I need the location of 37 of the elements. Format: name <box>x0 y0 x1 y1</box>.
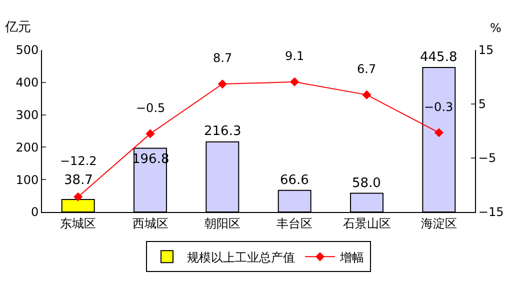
data-label: 38.7 <box>64 173 93 188</box>
x-tick-label: 海淀区 <box>420 216 457 230</box>
y-tick-label: 500 <box>16 43 39 58</box>
x-tick-label: 朝阳区 <box>204 216 240 230</box>
data-label: 445.8 <box>420 50 458 65</box>
data-label: 9.1 <box>285 49 304 63</box>
data-label: −0.5 <box>136 101 166 115</box>
y-tick-label: 300 <box>16 108 39 122</box>
y-tick-label: 0 <box>30 205 39 220</box>
point <box>362 90 372 100</box>
x-tick-label: 东城区 <box>60 216 96 230</box>
y-axis-title: 亿元 <box>4 20 31 35</box>
point <box>434 128 444 138</box>
y2-tick-label: 15 <box>478 43 494 58</box>
legend-label: 增幅 <box>339 250 364 264</box>
legend-label: 规模以上工业总产值 <box>187 250 295 264</box>
data-label: 216.3 <box>204 124 242 139</box>
y-tick-label: 400 <box>16 76 39 90</box>
x-tick-label: 丰台区 <box>276 216 313 230</box>
point <box>74 192 83 202</box>
data-label: −12.2 <box>60 154 97 168</box>
x-tick-label: 石景山区 <box>342 216 391 230</box>
y-tick-label: 200 <box>16 140 39 154</box>
x-tick-label: 西城区 <box>132 216 168 230</box>
y-tick-label: 100 <box>16 172 39 187</box>
data-label: 6.7 <box>357 62 376 76</box>
y2-tick-label: 5 <box>478 97 486 112</box>
point <box>290 77 300 86</box>
y2-axis-title: % <box>490 21 502 35</box>
data-label: 58.0 <box>352 176 381 191</box>
data-label: −0.3 <box>424 100 454 114</box>
point <box>146 129 155 138</box>
data-label: 8.7 <box>213 51 232 65</box>
y2-tick-label: −15 <box>478 205 504 220</box>
data-label: 66.6 <box>280 173 309 188</box>
point <box>218 79 227 89</box>
y2-tick-label: −5 <box>478 151 496 166</box>
